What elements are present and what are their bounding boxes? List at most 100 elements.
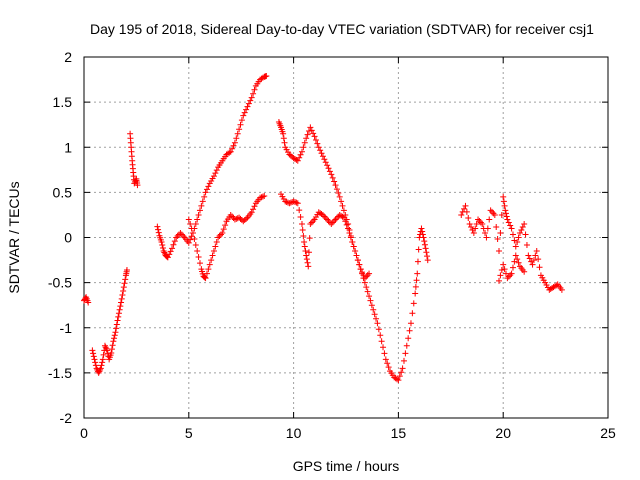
data-point — [257, 194, 264, 201]
data-point — [533, 248, 540, 255]
x-tick-label: 25 — [600, 425, 616, 441]
data-point — [92, 359, 99, 366]
data-point — [322, 159, 329, 166]
data-point — [304, 259, 311, 266]
data-point — [340, 214, 347, 221]
data-point — [203, 270, 210, 277]
data-point — [194, 248, 201, 255]
data-point — [398, 369, 405, 376]
data-point — [468, 223, 475, 230]
data-point — [504, 216, 511, 223]
data-point — [178, 231, 185, 238]
data-point — [512, 243, 519, 250]
data-point — [248, 94, 255, 101]
data-point — [233, 135, 240, 142]
data-point — [424, 257, 431, 264]
data-point — [318, 150, 325, 157]
data-point — [85, 299, 92, 306]
data-point — [366, 270, 373, 277]
data-point — [208, 257, 215, 264]
data-point — [303, 135, 310, 142]
data-point — [304, 131, 311, 138]
data-point — [356, 261, 363, 268]
x-tick-label: 15 — [391, 425, 407, 441]
data-point — [231, 216, 238, 223]
data-point — [405, 335, 412, 342]
data-point — [305, 249, 312, 256]
data-point — [381, 350, 388, 357]
data-point — [308, 127, 315, 134]
data-point — [396, 373, 403, 380]
data-point — [363, 284, 370, 291]
data-point — [92, 362, 99, 369]
data-point — [100, 351, 107, 358]
data-point — [489, 208, 496, 215]
data-point — [509, 264, 516, 271]
data-point — [210, 173, 217, 180]
data-point — [512, 252, 519, 259]
data-point — [329, 174, 336, 181]
data-point — [419, 228, 426, 235]
data-point — [367, 297, 374, 304]
data-point — [498, 211, 505, 218]
data-point — [477, 219, 484, 226]
data-point — [328, 220, 335, 227]
data-point — [196, 207, 203, 214]
chart-title: Day 195 of 2018, Sidereal Day-to-day VTE… — [90, 21, 594, 37]
data-point — [188, 225, 195, 232]
data-point — [301, 243, 308, 250]
data-point — [332, 182, 339, 189]
data-point — [191, 236, 198, 243]
data-point — [332, 216, 339, 223]
data-point — [314, 140, 321, 147]
data-point — [299, 226, 306, 233]
data-point — [502, 210, 509, 217]
data-point — [290, 198, 297, 205]
y-tick-label: 2 — [64, 49, 72, 65]
data-point — [505, 273, 512, 280]
data-point — [535, 256, 542, 263]
data-point — [490, 210, 497, 217]
data-point — [185, 216, 192, 223]
data-point — [294, 157, 301, 164]
data-point — [498, 266, 505, 273]
data-point — [307, 124, 314, 131]
data-point — [296, 154, 303, 161]
data-point — [259, 193, 266, 200]
y-tick-label: 1.5 — [53, 94, 73, 110]
data-point — [377, 332, 384, 339]
data-point — [240, 112, 247, 119]
data-point — [354, 257, 361, 264]
data-point — [364, 272, 371, 279]
data-point — [120, 284, 127, 291]
data-point — [384, 360, 391, 367]
data-point — [463, 208, 470, 215]
data-point — [514, 256, 521, 263]
data-point — [368, 302, 375, 309]
data-point — [202, 189, 209, 196]
y-axis-label: SDTVAR / TECUs — [6, 181, 22, 293]
data-point — [97, 365, 104, 372]
data-point — [364, 288, 371, 295]
x-tick-label: 0 — [80, 425, 88, 441]
data-point — [111, 332, 118, 339]
data-point — [229, 145, 236, 152]
data-point — [115, 310, 122, 317]
data-point — [113, 325, 120, 332]
data-point — [231, 139, 238, 146]
data-point — [215, 234, 222, 241]
data-point — [461, 205, 468, 212]
data-point — [486, 216, 493, 223]
data-point — [115, 313, 122, 320]
data-point — [329, 219, 336, 226]
data-point — [553, 282, 560, 289]
data-point — [159, 242, 166, 249]
data-point — [502, 207, 509, 214]
data-point — [509, 231, 516, 238]
data-points — [81, 72, 565, 384]
data-point — [409, 310, 416, 317]
data-point — [501, 266, 508, 273]
data-point — [114, 317, 121, 324]
data-point — [325, 217, 332, 224]
data-point — [496, 277, 503, 284]
